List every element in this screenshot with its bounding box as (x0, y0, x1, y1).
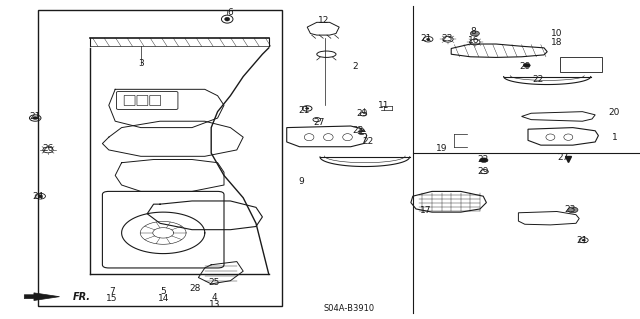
Text: 23: 23 (441, 34, 452, 43)
Ellipse shape (305, 107, 309, 110)
Ellipse shape (358, 130, 365, 135)
Ellipse shape (582, 239, 586, 241)
Ellipse shape (470, 31, 479, 36)
Text: 4: 4 (212, 293, 217, 302)
Text: 14: 14 (157, 294, 169, 303)
Text: 12: 12 (317, 16, 329, 25)
Text: 29: 29 (477, 167, 489, 176)
Text: 19: 19 (436, 144, 447, 153)
Text: 1: 1 (612, 133, 617, 142)
Text: 26: 26 (42, 144, 54, 153)
Text: 22: 22 (362, 137, 374, 146)
Text: 22: 22 (477, 155, 489, 164)
Text: 13: 13 (209, 300, 220, 309)
Ellipse shape (225, 17, 230, 21)
Ellipse shape (426, 38, 430, 41)
Text: FR.: FR. (72, 292, 90, 302)
Text: 6: 6 (228, 8, 233, 17)
Text: 15: 15 (106, 294, 118, 303)
Text: 22: 22 (532, 75, 543, 84)
Text: 21: 21 (298, 106, 310, 115)
Text: 27: 27 (313, 118, 324, 127)
Text: 23: 23 (353, 126, 364, 135)
Ellipse shape (33, 117, 38, 119)
Ellipse shape (568, 207, 578, 213)
Text: 2: 2 (353, 63, 358, 71)
Text: 10: 10 (551, 29, 563, 38)
Text: 5: 5 (161, 287, 166, 296)
Text: 18: 18 (551, 38, 563, 47)
Text: 20: 20 (609, 108, 620, 117)
Text: 28: 28 (189, 284, 201, 293)
Text: 3: 3 (138, 59, 143, 68)
Text: 16: 16 (468, 36, 479, 45)
Text: 9: 9 (298, 177, 303, 186)
Polygon shape (24, 293, 60, 300)
Text: 21: 21 (29, 112, 41, 121)
Ellipse shape (480, 158, 488, 162)
Text: 24: 24 (33, 192, 44, 201)
Ellipse shape (38, 195, 42, 197)
Text: 29: 29 (356, 109, 367, 118)
Text: 8: 8 (471, 27, 476, 36)
Text: 7: 7 (109, 287, 115, 296)
Text: 29: 29 (519, 62, 531, 71)
Text: 25: 25 (209, 278, 220, 287)
Text: 21: 21 (577, 236, 588, 245)
Text: 11: 11 (378, 101, 390, 110)
Bar (560, 57, 602, 72)
Text: 21: 21 (420, 34, 431, 43)
Text: 17: 17 (420, 206, 431, 215)
Text: 23: 23 (564, 205, 575, 214)
Ellipse shape (524, 63, 530, 67)
Text: 27: 27 (557, 153, 569, 162)
Text: S04A-B3910: S04A-B3910 (323, 304, 374, 313)
